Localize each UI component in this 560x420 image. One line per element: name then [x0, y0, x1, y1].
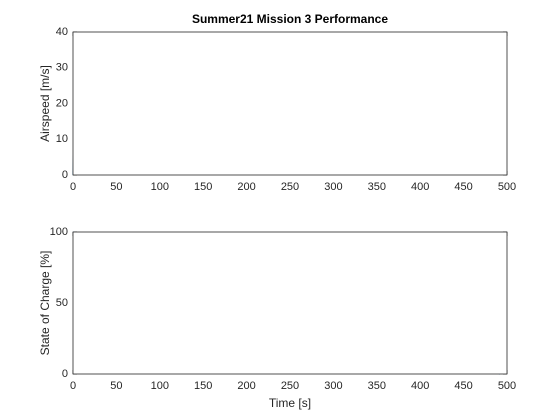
x-tick-label: 50 [110, 380, 122, 392]
x-tick-label: 400 [411, 380, 429, 392]
x-tick-label: 250 [281, 380, 299, 392]
x-tick-label: 100 [151, 380, 169, 392]
x-tick-label: 450 [454, 181, 472, 193]
x-tick-label: 400 [411, 181, 429, 193]
y-tick-label: 0 [62, 169, 68, 181]
x-tick-label: 300 [324, 181, 342, 193]
y-tick-label: 50 [56, 297, 68, 309]
y-tick-label: 30 [56, 62, 68, 74]
axes-box [72, 231, 508, 375]
y-tick-label: 40 [56, 26, 68, 38]
x-tick-label: 150 [194, 380, 212, 392]
y-tick-label: 100 [50, 226, 68, 238]
x-tick-label: 150 [194, 181, 212, 193]
axes-box [72, 31, 508, 176]
x-tick-label: 350 [368, 181, 386, 193]
chart-title: Summer21 Mission 3 Performance [192, 12, 388, 26]
x-tick-label: 250 [281, 181, 299, 193]
x-tick-label: 500 [498, 380, 516, 392]
y-axis-label: Airspeed [m/s] [38, 65, 52, 142]
x-tick-label: 200 [237, 380, 255, 392]
y-tick-label: 10 [56, 133, 68, 145]
x-tick-label: 100 [151, 181, 169, 193]
x-tick-label: 0 [70, 181, 76, 193]
x-tick-label: 200 [237, 181, 255, 193]
x-tick-label: 350 [368, 380, 386, 392]
x-tick-label: 50 [110, 181, 122, 193]
x-tick-label: 0 [70, 380, 76, 392]
x-axis-label: Time [s] [269, 396, 311, 410]
x-tick-label: 500 [498, 181, 516, 193]
y-tick-label: 0 [62, 368, 68, 380]
x-tick-label: 450 [454, 380, 472, 392]
y-axis-label: State of Charge [%] [38, 251, 52, 356]
x-tick-label: 300 [324, 380, 342, 392]
y-tick-label: 20 [56, 97, 68, 109]
